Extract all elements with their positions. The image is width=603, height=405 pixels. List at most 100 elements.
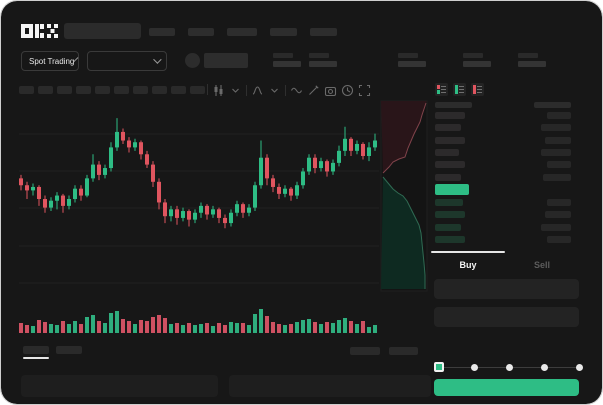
orderbook-row[interactable]	[435, 211, 571, 219]
volume-bar	[241, 323, 245, 333]
orderbook-row[interactable]	[435, 136, 571, 145]
stat-block-3	[398, 53, 426, 67]
indicator-icon[interactable]	[251, 84, 264, 97]
slider-stop[interactable]	[506, 364, 513, 371]
amount-slider[interactable]	[434, 362, 583, 372]
timeframe-button-8[interactable]	[152, 86, 167, 94]
orderbook-row[interactable]	[435, 173, 571, 182]
bottom-action-1[interactable]	[350, 347, 380, 355]
orderbook-row[interactable]	[435, 124, 571, 132]
toolbar-divider	[246, 84, 247, 96]
volume-bar	[67, 324, 71, 333]
pencil-icon[interactable]	[307, 84, 320, 97]
orderbook-row[interactable]	[435, 199, 571, 207]
nav-item-4[interactable]	[270, 28, 297, 36]
candle-body	[91, 164, 95, 179]
slider-stop[interactable]	[541, 364, 548, 371]
price-input[interactable]	[434, 279, 579, 299]
timeframe-button-3[interactable]	[57, 86, 72, 94]
amount-input[interactable]	[434, 307, 579, 327]
orderbook-header-price	[435, 102, 472, 108]
candle-body	[181, 211, 185, 218]
chevron-down-icon[interactable]	[229, 84, 242, 97]
volume-bar	[361, 321, 365, 333]
candle-body	[67, 199, 71, 206]
nav-item-5[interactable]	[310, 28, 337, 36]
price-placeholder	[435, 235, 465, 243]
fullscreen-icon[interactable]	[358, 84, 371, 97]
orderbook-bids-icon[interactable]	[453, 83, 466, 96]
history-section-panel[interactable]	[229, 375, 431, 397]
amount-placeholder	[547, 161, 571, 169]
orderbook-row[interactable]	[435, 112, 571, 120]
nav-item-3[interactable]	[227, 28, 257, 36]
buy-button[interactable]	[434, 379, 579, 396]
volume-bar	[103, 323, 107, 333]
volume-bar	[205, 323, 209, 333]
volume-bar	[73, 321, 77, 333]
candles-icon[interactable]	[212, 84, 225, 97]
slider-stop[interactable]	[471, 364, 478, 371]
orderbook-row[interactable]	[435, 223, 571, 232]
active-tab-underline	[23, 357, 49, 359]
chevron-down-icon[interactable]	[268, 84, 281, 97]
volume-bar	[193, 325, 197, 333]
candle-body	[319, 161, 323, 169]
timeframe-button-1[interactable]	[19, 86, 34, 94]
toolbar-divider	[285, 84, 286, 96]
amount-placeholder	[545, 136, 571, 144]
amount-placeholder	[547, 199, 571, 206]
candle-body	[109, 147, 113, 169]
clock-icon[interactable]	[341, 84, 354, 97]
candle-body	[241, 204, 245, 213]
orders-section-panel[interactable]	[21, 375, 218, 397]
volume-bar	[319, 324, 323, 333]
nav-item-2[interactable]	[188, 28, 214, 36]
last-price-bar[interactable]	[435, 184, 469, 195]
orderbook-asks-icon[interactable]	[471, 83, 484, 96]
timeframe-button-4[interactable]	[76, 86, 91, 94]
candle-body	[175, 209, 179, 218]
search-input[interactable]	[64, 23, 141, 39]
volume-bar	[91, 315, 95, 333]
volume-bar	[247, 325, 251, 333]
camera-icon[interactable]	[324, 84, 337, 97]
tab-sell[interactable]: Sell	[533, 260, 550, 270]
timeframe-button-9[interactable]	[171, 86, 186, 94]
volume-bar	[283, 325, 287, 333]
pair-selector[interactable]	[87, 51, 167, 71]
timeframe-button-6[interactable]	[114, 86, 129, 94]
volume-bar	[253, 314, 257, 333]
timeframe-button-10[interactable]	[190, 86, 205, 94]
volume-bar	[235, 323, 239, 333]
stat-block-1	[273, 53, 301, 67]
timeframe-button-2[interactable]	[38, 86, 53, 94]
candle-body	[55, 195, 59, 201]
candle-body	[283, 188, 287, 194]
orderbook-row[interactable]	[435, 235, 571, 244]
bottom-action-2[interactable]	[389, 347, 418, 355]
market-type-selector[interactable]: Spot Trading	[21, 51, 79, 71]
timeframe-button-7[interactable]	[133, 86, 148, 94]
bottom-tab-1[interactable]	[23, 346, 49, 354]
volume-bar	[115, 311, 119, 333]
candle-body	[25, 185, 29, 191]
mode-icon-lines	[477, 85, 482, 94]
slider-handle[interactable]	[434, 362, 444, 372]
wave-icon[interactable]	[290, 84, 303, 97]
candle-body	[121, 131, 125, 141]
orderbook-row[interactable]	[435, 161, 571, 169]
candle-body	[331, 162, 335, 172]
tab-buy[interactable]: Buy	[459, 260, 477, 270]
orderbook-row[interactable]	[435, 148, 571, 157]
mode-icon-bars	[455, 85, 458, 94]
nav-item-1[interactable]	[149, 28, 175, 36]
orderbook-default-icon[interactable]	[435, 83, 448, 96]
slider-stop[interactable]	[576, 364, 583, 371]
pair-name-placeholder[interactable]	[204, 53, 248, 68]
candle-body	[373, 140, 377, 148]
timeframe-button-5[interactable]	[95, 86, 110, 94]
volume-bar	[199, 324, 203, 333]
bottom-tab-2[interactable]	[56, 346, 82, 354]
